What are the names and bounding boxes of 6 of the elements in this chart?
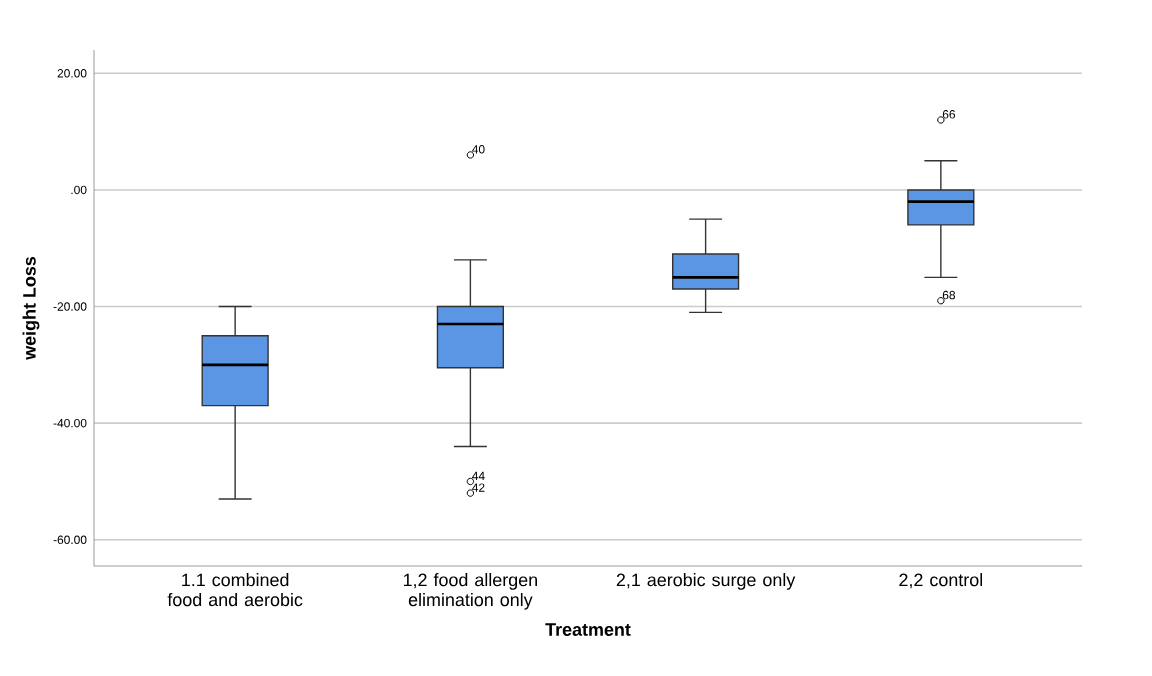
x-axis-title: Treatment — [545, 623, 631, 636]
x-tick-label: 1,2 food allergen elimination only — [403, 573, 537, 610]
x-tick-label: 2,1 aerobic surge only — [616, 573, 796, 590]
x-tick-label: 1.1 combined food and aerobic — [167, 573, 303, 607]
x-tick-label: 2,2 control — [899, 573, 983, 589]
y-axis-title: weight Loss — [22, 256, 40, 360]
